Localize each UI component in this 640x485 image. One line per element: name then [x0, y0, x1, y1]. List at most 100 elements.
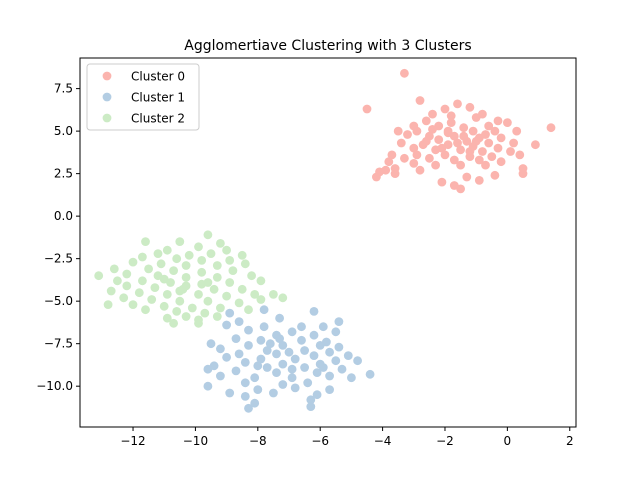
legend-box [86, 63, 200, 131]
cluster-0-point [468, 126, 478, 136]
cluster-1-point [343, 351, 353, 360]
cluster-0-point [456, 160, 465, 170]
cluster-0-point [362, 104, 372, 114]
cluster-1-point [206, 339, 216, 349]
cluster-2-point [138, 252, 147, 262]
cluster-0-point [409, 159, 419, 168]
cluster-0-point [421, 136, 431, 146]
cluster-1-point [240, 358, 250, 367]
cluster-2-point [222, 291, 232, 301]
cluster-0-point [446, 118, 456, 127]
cluster-1-point [256, 335, 266, 345]
cluster-2-point [187, 303, 197, 313]
cluster-0-point [456, 145, 465, 155]
cluster-1-point [231, 366, 241, 376]
cluster-1-point [331, 356, 341, 366]
cluster-0-point [403, 130, 412, 139]
cluster-2-point [197, 267, 207, 277]
cluster-1-point [306, 395, 316, 405]
cluster-1-point [315, 341, 325, 350]
cluster-0-point [400, 153, 409, 163]
cluster-1-point [309, 330, 319, 340]
cluster-0-point [493, 116, 503, 126]
cluster-1-point [216, 344, 225, 354]
cluster-1-point [334, 317, 344, 326]
cluster-1-point [278, 359, 288, 369]
cluster-1-point [253, 361, 263, 371]
cluster-2-point [134, 288, 144, 298]
cluster-0-point [496, 157, 506, 167]
cluster-2-point [203, 278, 213, 287]
cluster-2-point [181, 261, 191, 270]
cluster-1-point [365, 369, 375, 379]
cluster-2-point [181, 273, 191, 282]
cluster-2-point [122, 281, 132, 291]
cluster-0-point [518, 169, 528, 179]
cluster-0-point [453, 138, 462, 148]
cluster-2-point [141, 237, 150, 247]
cluster-2-point [138, 276, 147, 286]
cluster-0-point [449, 155, 459, 165]
cluster-2-point [194, 242, 203, 252]
cluster-0-point [428, 124, 437, 134]
cluster-1-point [287, 327, 297, 337]
cluster-1-point [287, 364, 297, 374]
cluster-2-point [247, 271, 256, 281]
cluster-2-point [222, 245, 232, 255]
cluster-2-point [228, 266, 238, 275]
cluster-1-point [275, 313, 284, 323]
legend-marker-cluster-2 [102, 113, 112, 123]
cluster-1-point [234, 317, 244, 326]
cluster-2-point [234, 298, 244, 308]
cluster-0-point [390, 169, 400, 179]
cluster-0-point [387, 150, 397, 160]
cluster-2-point [162, 290, 172, 299]
legend-label-cluster-0: Cluster 0 [131, 70, 185, 84]
cluster-1-point [306, 402, 316, 411]
cluster-0-point [425, 153, 434, 163]
cluster-0-point [372, 172, 381, 182]
cluster-0-point [484, 121, 494, 131]
cluster-1-point [287, 373, 297, 383]
cluster-2-point [172, 254, 182, 264]
cluster-1-point [325, 371, 334, 381]
points-layer [94, 68, 556, 413]
cluster-0-point [471, 136, 481, 146]
cluster-1-point [318, 363, 328, 372]
cluster-2-point [128, 257, 138, 267]
cluster-1-point [262, 363, 272, 372]
cluster-1-point [272, 368, 281, 377]
x-tick-label: −6 [311, 434, 329, 448]
cluster-2-point [237, 250, 247, 260]
cluster-2-point [181, 312, 191, 321]
cluster-0-point [490, 126, 500, 136]
cluster-2-point [225, 256, 235, 265]
legend-marker-cluster-1 [102, 92, 112, 102]
cluster-0-point [384, 157, 394, 167]
cluster-1-point [203, 381, 213, 391]
x-axis: −12 −10 −8 −6 −4 −2 0 2 [120, 427, 574, 448]
y-tick-label: −7.5 [44, 337, 73, 351]
cluster-1-point [325, 385, 334, 394]
cluster-0-point [437, 177, 447, 187]
cluster-1-point [284, 347, 294, 357]
cluster-2-point [106, 286, 116, 296]
y-tick-label: −2.5 [44, 252, 73, 266]
cluster-0-point [496, 133, 506, 143]
cluster-2-point [184, 250, 194, 260]
cluster-2-point [147, 295, 157, 304]
cluster-2-point [216, 303, 225, 313]
cluster-1-point [312, 368, 322, 377]
cluster-1-point [297, 335, 306, 345]
cluster-0-point [474, 155, 484, 165]
cluster-0-point [431, 160, 440, 170]
cluster-2-point [113, 276, 122, 286]
cluster-2-point [159, 301, 169, 311]
x-tick-label: 2 [566, 434, 574, 448]
x-tick-label: −12 [120, 434, 145, 448]
cluster-1-point [318, 322, 328, 332]
cluster-2-point [119, 293, 129, 303]
cluster-1-point [278, 380, 288, 389]
cluster-0-point [421, 116, 431, 126]
